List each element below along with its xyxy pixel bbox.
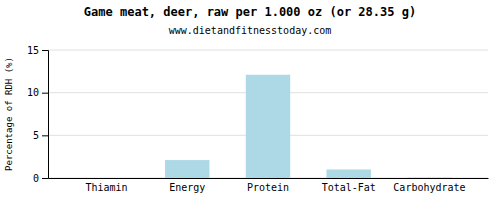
x-axis: Thiamin Energy Protein Total-Fat Carbohydrat… bbox=[49, 179, 489, 194]
bar bbox=[327, 169, 371, 178]
y-axis: 0 5 10 15 bbox=[27, 45, 49, 184]
y-axis-title: Percentage of RDH (%) bbox=[4, 57, 14, 171]
x-tick: Protein bbox=[247, 182, 289, 193]
x-tick: Total-Fat bbox=[322, 182, 376, 193]
title: Game meat, deer, raw per 1.000 oz (or 28… bbox=[84, 5, 416, 19]
x-tick: Thiamin bbox=[85, 182, 127, 193]
y-tick-label: 5 bbox=[33, 130, 39, 141]
chart-container: Game meat, deer, raw per 1.000 oz (or 28… bbox=[0, 0, 500, 200]
y-tick-mark bbox=[42, 93, 48, 94]
plot: 0 5 10 15 Thiamin Energy Protein Total-Fat Carbo… bbox=[27, 45, 489, 193]
y-tick-mark bbox=[42, 135, 48, 136]
y-tick-label: 0 bbox=[33, 173, 39, 184]
y-tick: 15 bbox=[27, 45, 48, 56]
y-tick-mark bbox=[42, 50, 48, 51]
y-tick: 0 bbox=[33, 173, 48, 184]
y-axis-line bbox=[42, 51, 49, 179]
chart: Game meat, deer, raw per 1.000 oz (or 28… bbox=[0, 0, 500, 200]
y-tick-mark bbox=[42, 178, 48, 179]
bar bbox=[165, 160, 209, 178]
x-tick: Carbohydrate bbox=[393, 182, 465, 193]
x-tick-label: Thiamin bbox=[85, 182, 127, 193]
y-tick: 5 bbox=[33, 130, 48, 141]
y-tick-label: 10 bbox=[27, 87, 39, 98]
y-tick-label: 15 bbox=[27, 45, 39, 56]
x-axis-line bbox=[49, 178, 489, 179]
bars bbox=[165, 75, 452, 178]
x-tick-label: Energy bbox=[169, 182, 205, 193]
grid-line bbox=[48, 50, 488, 51]
grid bbox=[48, 50, 488, 178]
x-tick-label: Protein bbox=[247, 182, 289, 193]
bar bbox=[407, 177, 451, 178]
x-tick: Energy bbox=[169, 182, 205, 193]
bar bbox=[84, 178, 128, 179]
y-tick: 10 bbox=[27, 87, 48, 98]
x-tick-label: Total-Fat bbox=[322, 182, 376, 193]
bar bbox=[246, 75, 290, 178]
x-tick-label: Carbohydrate bbox=[393, 182, 465, 193]
subtitle: www.dietandfitnesstoday.com bbox=[169, 25, 332, 36]
